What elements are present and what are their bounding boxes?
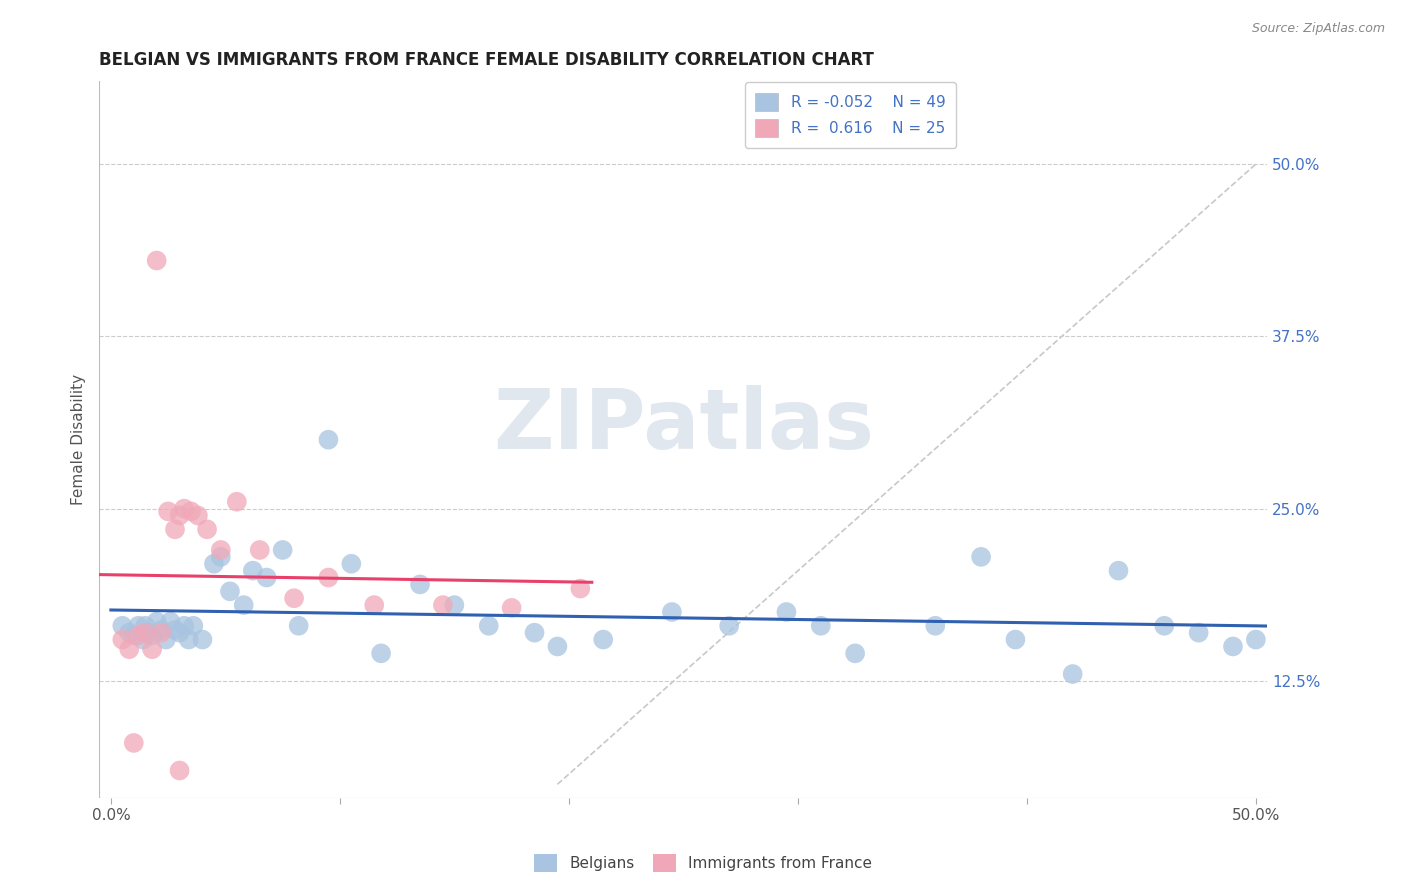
Point xyxy=(1188,625,1211,640)
Point xyxy=(118,625,141,640)
Point xyxy=(209,543,232,558)
Point xyxy=(283,591,305,606)
Point xyxy=(1222,640,1244,654)
Point xyxy=(225,494,247,508)
Point xyxy=(169,625,191,640)
Point xyxy=(718,619,741,633)
Point xyxy=(173,501,195,516)
Point xyxy=(145,253,167,268)
Point xyxy=(924,619,946,633)
Point xyxy=(150,623,173,637)
Point xyxy=(163,623,186,637)
Point xyxy=(1062,667,1084,681)
Point xyxy=(141,628,163,642)
Point xyxy=(132,632,155,647)
Point xyxy=(501,600,523,615)
Point xyxy=(1244,632,1267,647)
Point xyxy=(970,549,993,564)
Point xyxy=(122,736,145,750)
Point xyxy=(136,625,159,640)
Point xyxy=(181,619,204,633)
Point xyxy=(202,557,225,571)
Point xyxy=(1004,632,1026,647)
Point xyxy=(523,625,546,640)
Point xyxy=(141,642,163,657)
Point xyxy=(169,764,191,778)
Point xyxy=(191,632,214,647)
Point xyxy=(1108,564,1130,578)
Point xyxy=(173,619,195,633)
Point xyxy=(569,582,592,596)
Point xyxy=(443,598,465,612)
Point xyxy=(249,543,271,558)
Y-axis label: Female Disability: Female Disability xyxy=(72,374,86,505)
Point xyxy=(163,522,186,536)
Point xyxy=(177,632,200,647)
Point xyxy=(219,584,242,599)
Legend: Belgians, Immigrants from France: Belgians, Immigrants from France xyxy=(526,846,880,880)
Point xyxy=(209,549,232,564)
Point xyxy=(1153,619,1175,633)
Point xyxy=(150,625,173,640)
Point xyxy=(318,433,340,447)
Point xyxy=(775,605,797,619)
Point xyxy=(157,504,180,518)
Point xyxy=(111,619,134,633)
Point xyxy=(127,628,149,642)
Point xyxy=(592,632,614,647)
Point xyxy=(134,625,156,640)
Point xyxy=(340,557,363,571)
Point xyxy=(844,646,866,660)
Text: ZIPatlas: ZIPatlas xyxy=(494,384,875,466)
Point xyxy=(111,632,134,647)
Point xyxy=(242,564,264,578)
Point xyxy=(432,598,454,612)
Point xyxy=(195,522,218,536)
Point xyxy=(127,619,149,633)
Point xyxy=(145,615,167,629)
Legend: R = -0.052    N = 49, R =  0.616    N = 25: R = -0.052 N = 49, R = 0.616 N = 25 xyxy=(745,82,956,148)
Text: Source: ZipAtlas.com: Source: ZipAtlas.com xyxy=(1251,22,1385,36)
Point xyxy=(409,577,432,591)
Point xyxy=(159,615,181,629)
Point xyxy=(287,619,309,633)
Point xyxy=(271,543,294,558)
Point xyxy=(256,570,278,584)
Point xyxy=(546,640,568,654)
Point xyxy=(169,508,191,523)
Point xyxy=(318,570,340,584)
Point xyxy=(370,646,392,660)
Point xyxy=(363,598,385,612)
Point xyxy=(118,642,141,657)
Point xyxy=(180,504,202,518)
Point xyxy=(661,605,683,619)
Point xyxy=(155,632,177,647)
Point xyxy=(122,628,145,642)
Point xyxy=(134,619,156,633)
Point xyxy=(187,508,209,523)
Point xyxy=(232,598,254,612)
Text: BELGIAN VS IMMIGRANTS FROM FRANCE FEMALE DISABILITY CORRELATION CHART: BELGIAN VS IMMIGRANTS FROM FRANCE FEMALE… xyxy=(100,51,875,69)
Point xyxy=(478,619,501,633)
Point xyxy=(810,619,832,633)
